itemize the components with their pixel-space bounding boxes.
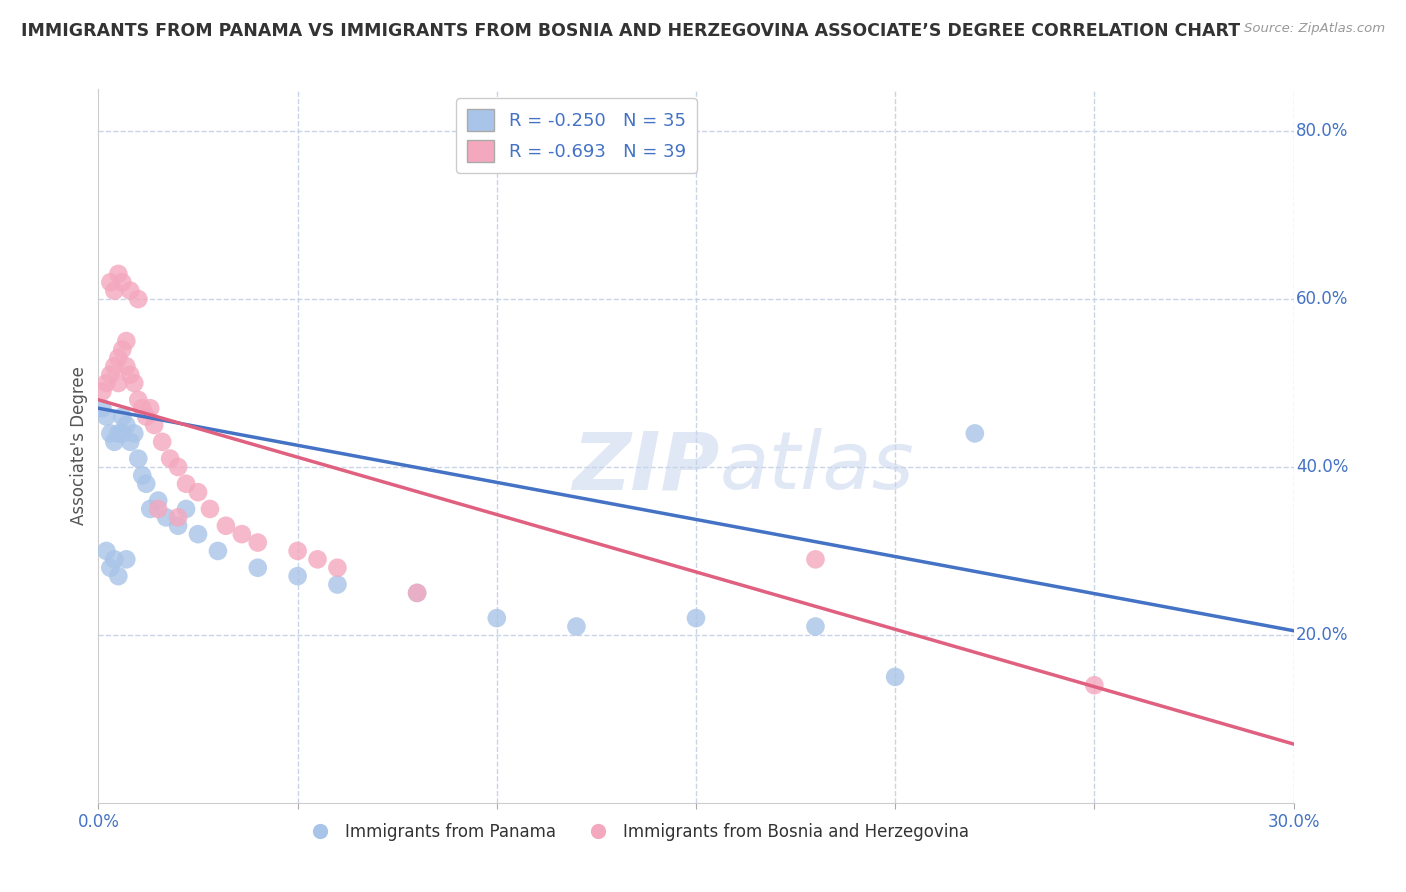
Point <box>231 527 253 541</box>
Point <box>139 502 162 516</box>
Point <box>135 409 157 424</box>
Point <box>120 434 142 449</box>
Point <box>115 552 138 566</box>
Text: IMMIGRANTS FROM PANAMA VS IMMIGRANTS FROM BOSNIA AND HERZEGOVINA ASSOCIATE’S DEG: IMMIGRANTS FROM PANAMA VS IMMIGRANTS FRO… <box>21 22 1240 40</box>
Point <box>127 292 149 306</box>
Point <box>406 586 429 600</box>
Point <box>963 426 986 441</box>
Legend: Immigrants from Panama, Immigrants from Bosnia and Herzegovina: Immigrants from Panama, Immigrants from … <box>297 817 976 848</box>
Point <box>804 619 827 633</box>
Point <box>150 434 173 449</box>
Point <box>98 275 122 289</box>
Point <box>127 392 149 407</box>
Point <box>98 426 122 441</box>
Point <box>174 502 197 516</box>
Point <box>804 552 827 566</box>
Point <box>246 560 269 574</box>
Point <box>287 569 309 583</box>
Point <box>96 376 118 390</box>
Point <box>98 368 122 382</box>
Point <box>143 417 166 432</box>
Point <box>107 376 129 390</box>
Point <box>174 476 197 491</box>
Point <box>307 552 329 566</box>
Point <box>167 460 190 475</box>
Point <box>111 409 134 424</box>
Text: Source: ZipAtlas.com: Source: ZipAtlas.com <box>1244 22 1385 36</box>
Point <box>685 611 707 625</box>
Point <box>107 267 129 281</box>
Point <box>115 359 138 374</box>
Point <box>167 510 190 524</box>
Point <box>120 284 142 298</box>
Point <box>103 359 125 374</box>
Point <box>287 544 309 558</box>
Point <box>103 434 125 449</box>
Point <box>187 527 209 541</box>
Point <box>111 426 134 441</box>
Point <box>107 426 129 441</box>
Point <box>326 577 349 591</box>
Point <box>96 409 118 424</box>
Point <box>326 560 349 574</box>
Point <box>96 544 118 558</box>
Point <box>565 619 588 633</box>
Point <box>159 451 181 466</box>
Point <box>103 552 125 566</box>
Text: 80.0%: 80.0% <box>1296 122 1348 140</box>
Point <box>198 502 221 516</box>
Point <box>115 417 138 432</box>
Point <box>215 518 238 533</box>
Point <box>107 569 129 583</box>
Point <box>111 275 134 289</box>
Point <box>139 401 162 416</box>
Point <box>406 586 429 600</box>
Point <box>207 544 229 558</box>
Point <box>148 493 170 508</box>
Point <box>167 518 190 533</box>
Text: 20.0%: 20.0% <box>1296 626 1348 644</box>
Text: ZIP: ZIP <box>572 428 720 507</box>
Point <box>187 485 209 500</box>
Point <box>127 451 149 466</box>
Point <box>91 401 114 416</box>
Text: 40.0%: 40.0% <box>1296 458 1348 476</box>
Point <box>135 476 157 491</box>
Point <box>98 560 122 574</box>
Text: atlas: atlas <box>720 428 915 507</box>
Point <box>1083 678 1105 692</box>
Point <box>91 384 114 399</box>
Point <box>124 426 146 441</box>
Point <box>485 611 508 625</box>
Point <box>884 670 907 684</box>
Point <box>115 334 138 348</box>
Point <box>155 510 177 524</box>
Y-axis label: Associate's Degree: Associate's Degree <box>70 367 89 525</box>
Point <box>111 343 134 357</box>
Point <box>131 401 153 416</box>
Point <box>124 376 146 390</box>
Point <box>246 535 269 549</box>
Point <box>120 368 142 382</box>
Point <box>148 502 170 516</box>
Point <box>131 468 153 483</box>
Point <box>103 284 125 298</box>
Point <box>107 351 129 365</box>
Text: 60.0%: 60.0% <box>1296 290 1348 308</box>
